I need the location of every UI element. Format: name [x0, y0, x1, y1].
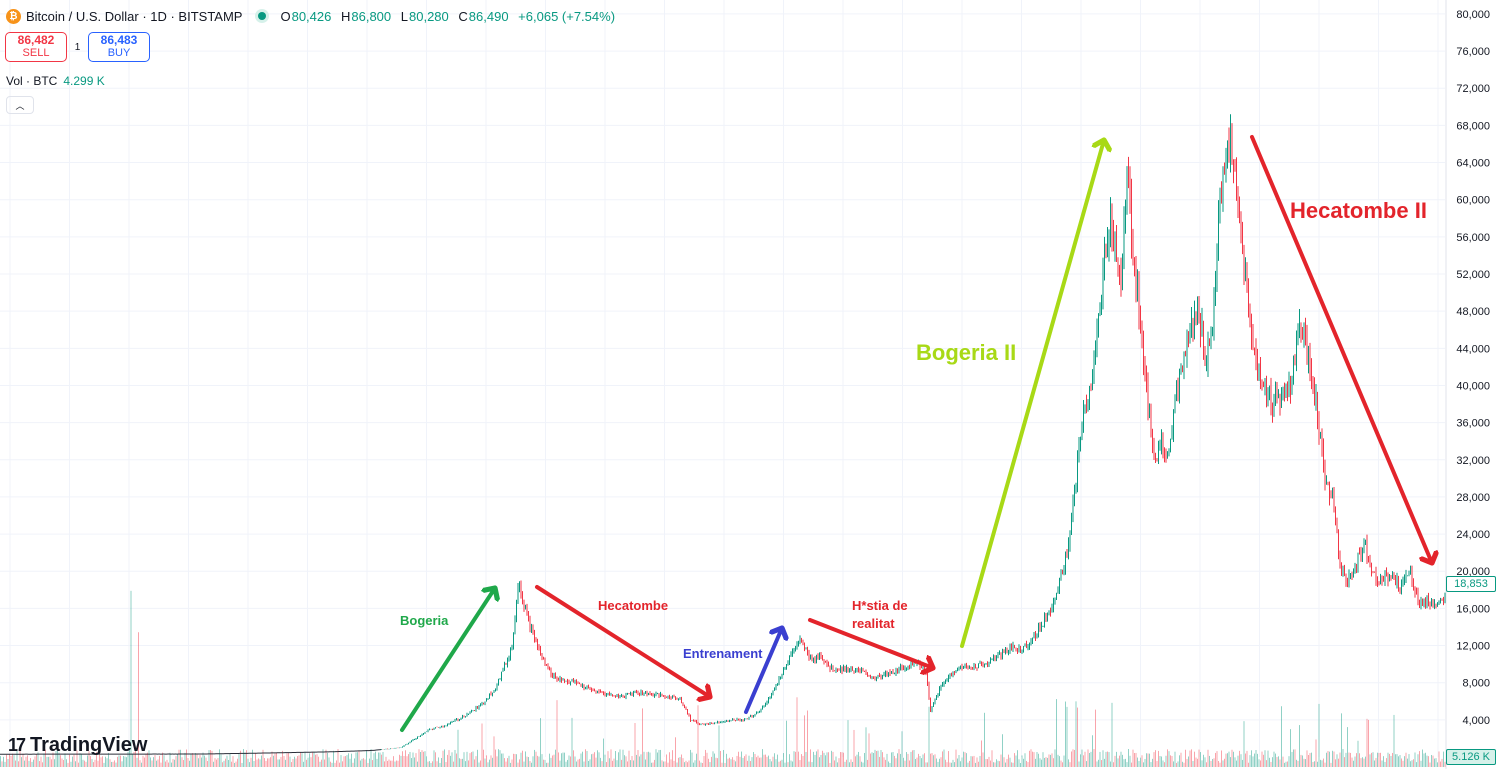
chevron-up-icon: ︿: [15, 100, 25, 111]
price-series: [0, 114, 1446, 755]
price-axis[interactable]: 80,000 76,000 72,000 68,000 64,000 60,000 56,0…: [1456, 9, 1490, 727]
volume-tag: 5.126 K: [1446, 749, 1496, 765]
volume-legend[interactable]: Vol · BTC 4.299 K: [6, 74, 105, 88]
y-tick-label: 16,000: [1456, 603, 1490, 615]
collapse-legend-button[interactable]: ︿: [6, 96, 34, 114]
annotation-labels: Bogeria Hecatombe Entrenament H*stia de real…: [400, 198, 1427, 661]
annotation-arrow[interactable]: [1250, 135, 1432, 563]
y-tick-label: 60,000: [1456, 195, 1490, 207]
annotation-arrows: [400, 135, 1432, 732]
y-tick-label: 20,000: [1456, 566, 1490, 578]
trade-panel: 86,482 SELL 1 86,483 BUY: [5, 32, 150, 62]
y-tick-label: 32,000: [1456, 455, 1490, 467]
ohlc-readout: O80,426 H86,800 L80,280 C86,490 +6,065 (…: [280, 8, 616, 24]
tradingview-mark-icon: 17: [8, 735, 26, 755]
market-status-dot[interactable]: [258, 12, 267, 20]
y-tick-label: 28,000: [1456, 492, 1490, 504]
sell-button[interactable]: 86,482 SELL: [5, 32, 67, 62]
annotation-label[interactable]: Hecatombe: [598, 598, 668, 613]
y-tick-label: 56,000: [1456, 232, 1490, 244]
annotation-arrow[interactable]: [535, 585, 710, 697]
symbol-title[interactable]: Bitcoin / U.S. Dollar · 1D · BITSTAMP: [26, 8, 243, 24]
buy-button[interactable]: 86,483 BUY: [88, 32, 150, 62]
bitcoin-icon: ₿: [6, 8, 21, 24]
y-tick-label: 44,000: [1456, 343, 1490, 355]
y-tick-label: 72,000: [1456, 83, 1490, 95]
y-tick-label: 68,000: [1456, 120, 1490, 132]
chart-header: ₿ Bitcoin / U.S. Dollar · 1D · BITSTAMP …: [6, 6, 621, 26]
y-tick-label: 24,000: [1456, 529, 1490, 541]
annotation-label[interactable]: Entrenament: [683, 646, 763, 661]
annotation-arrow[interactable]: [808, 618, 933, 668]
y-tick-label: 48,000: [1456, 306, 1490, 318]
annotation-label[interactable]: realitat: [852, 616, 895, 631]
annotation-arrow[interactable]: [960, 140, 1104, 648]
y-tick-label: 40,000: [1456, 380, 1490, 392]
y-tick-label: 80,000: [1456, 9, 1490, 21]
y-tick-label: 76,000: [1456, 46, 1490, 58]
y-tick-label: 4,000: [1462, 715, 1490, 727]
annotation-label[interactable]: Hecatombe II: [1290, 198, 1427, 223]
y-tick-label: 64,000: [1456, 158, 1490, 170]
annotation-label[interactable]: H*stia de: [852, 598, 908, 613]
annotation-label[interactable]: Bogeria II: [916, 340, 1016, 365]
ohlc-change: +6,065 (+7.54%): [518, 8, 616, 24]
y-tick-label: 36,000: [1456, 418, 1490, 430]
tradingview-logo[interactable]: 17 TradingView: [8, 734, 148, 756]
last-price-tag: 18,853: [1446, 576, 1496, 592]
annotation-arrow[interactable]: [744, 628, 782, 714]
annotation-label[interactable]: Bogeria: [400, 613, 449, 628]
spread-value: 1: [74, 41, 81, 53]
y-tick-label: 52,000: [1456, 269, 1490, 281]
y-tick-label: 12,000: [1456, 641, 1490, 653]
y-tick-label: 8,000: [1462, 678, 1490, 690]
annotation-arrow[interactable]: [400, 588, 495, 732]
volume-bars: [0, 590, 1446, 767]
